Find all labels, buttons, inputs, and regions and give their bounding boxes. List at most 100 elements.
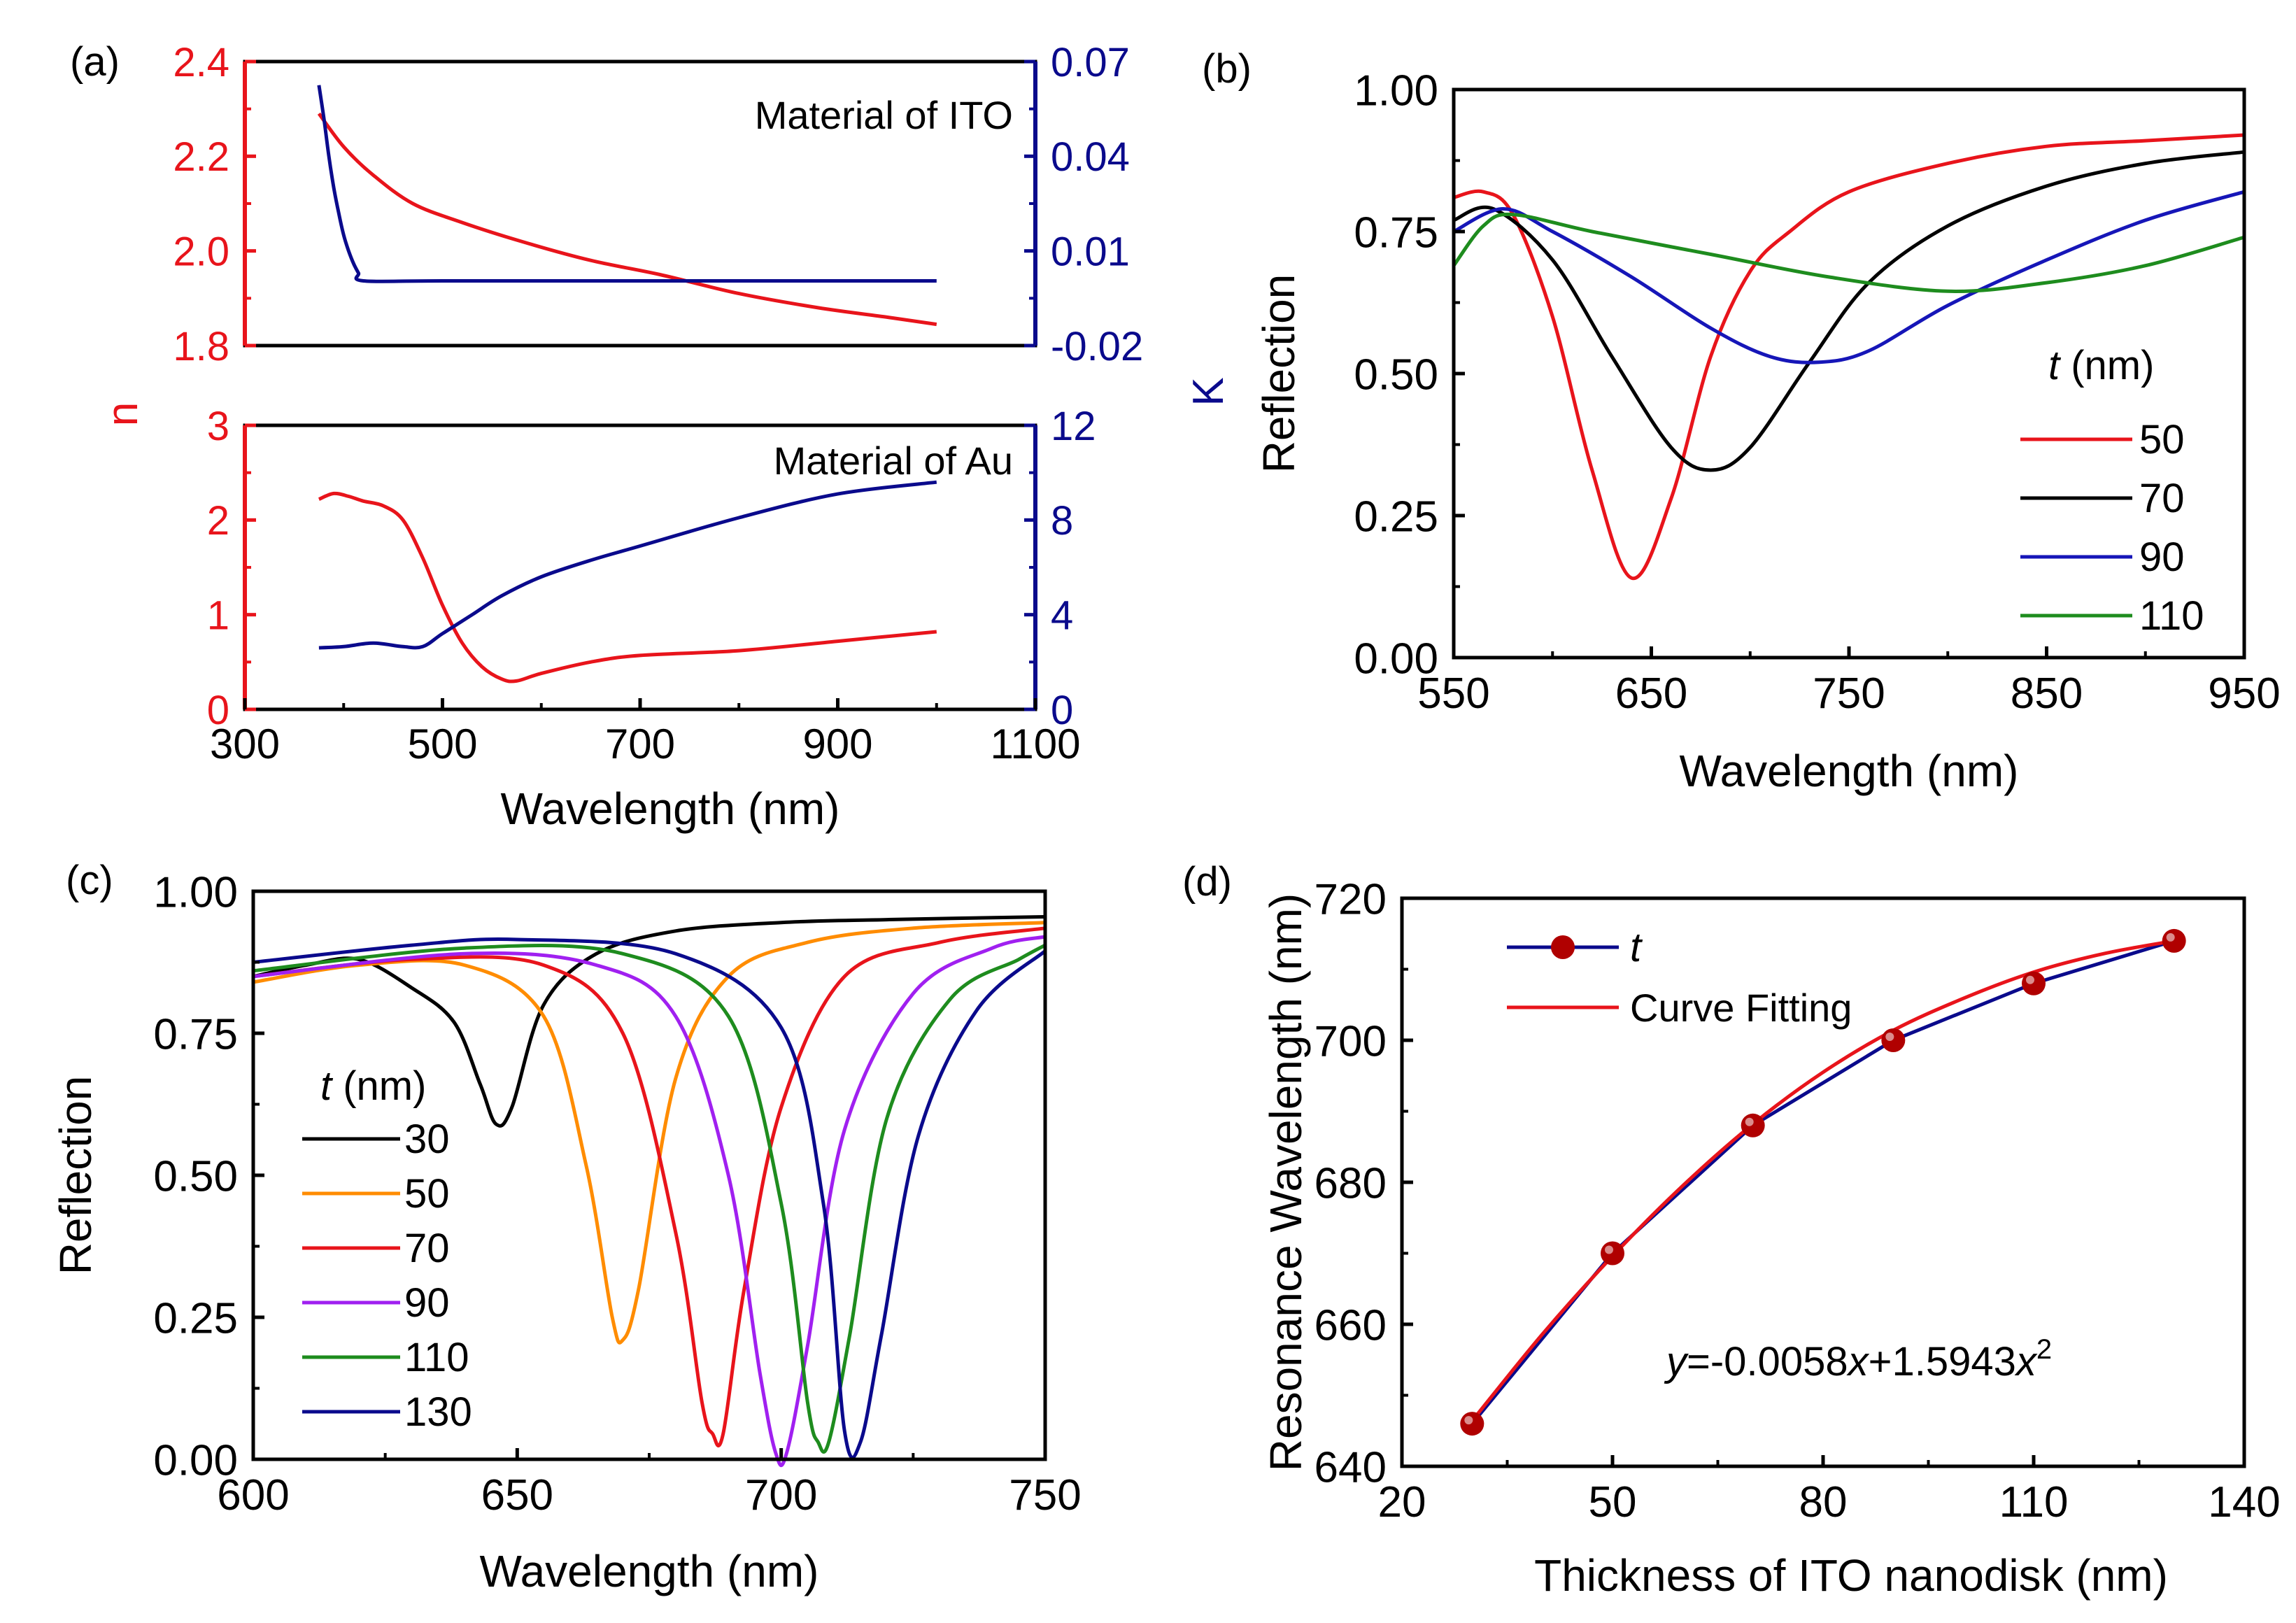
- c-x-tick-label-750: 750: [1009, 1471, 1081, 1519]
- a-x-tick-label-900: 900: [802, 721, 872, 767]
- c-legend-label-50: 50: [404, 1171, 450, 1217]
- ito-annotation: Material of ITO: [755, 93, 1013, 137]
- a-right-ylabel: K: [1184, 377, 1233, 406]
- d-point-70: [1741, 1113, 1765, 1137]
- d-fit-curve: [1471, 939, 2175, 1422]
- b-legend-label-110: 110: [2139, 593, 2204, 639]
- b-legend-label-50: 50: [2139, 417, 2185, 462]
- a-x-tick-label-1100: 1100: [990, 721, 1080, 767]
- c-ticks: 0.00 0.25 0.50 0.75 1.00 600 650 700 750: [153, 868, 1081, 1519]
- au-left-tick-label-1: 1: [207, 593, 229, 639]
- ito-subplot: 1.8 2.0 2.2 2.4 -0.02 0.01 0.04 0.07 Material o…: [173, 40, 1143, 369]
- au-K-line: [318, 480, 937, 650]
- b-y-tick-label-1.00: 1.00: [1354, 66, 1438, 115]
- d-legend-points-label: t: [1630, 925, 1643, 970]
- c-legend-label-130: 130: [404, 1389, 472, 1435]
- au-left-tick-label-2: 2: [207, 498, 229, 544]
- d-x-tick-label-50: 50: [1589, 1478, 1637, 1526]
- c-series-130: [253, 937, 1047, 1459]
- c-legend-title: t (nm): [320, 1063, 426, 1109]
- b-y-tick-label-0.00: 0.00: [1354, 635, 1438, 683]
- d-x-tick-label-20: 20: [1378, 1478, 1426, 1526]
- a-x-tick-label-700: 700: [605, 721, 675, 767]
- d-y-tick-label-700: 700: [1314, 1017, 1387, 1065]
- d-ticks: 640 660 680 700 720 20 50 80 110 140: [1314, 875, 2281, 1526]
- c-x-tick-label-600: 600: [217, 1471, 289, 1519]
- c-legend-label-110: 110: [404, 1335, 469, 1380]
- a-xlabel: Wavelength (nm): [501, 784, 840, 834]
- b-y-tick-label-0.50: 0.50: [1354, 350, 1438, 399]
- d-equation: y=-0.0058x+1.5943x2: [1664, 1334, 2052, 1384]
- b-x-tick-label-550: 550: [1417, 669, 1489, 718]
- b-series-90: [1452, 190, 2245, 364]
- d-y-tick-label-680: 680: [1314, 1159, 1387, 1207]
- d-point-highlight: [2026, 975, 2034, 984]
- c-legend-label-90: 90: [404, 1280, 450, 1326]
- b-lines: [1452, 133, 2245, 581]
- d-point-50: [1601, 1241, 1624, 1266]
- panel-label-c: (c): [66, 858, 113, 903]
- au-right-tick-label-4: 4: [1051, 593, 1073, 639]
- c-x-tick-label-700: 700: [745, 1471, 817, 1519]
- b-legend-label-90: 90: [2139, 534, 2185, 580]
- d-point-highlight: [2166, 933, 2175, 942]
- b-ticks: 0.00 0.25 0.50 0.75 1.00 550 650 750 850 950: [1354, 66, 2280, 718]
- ito-right-tick-label--0.02: -0.02: [1051, 324, 1143, 369]
- b-x-tick-label-750: 750: [1813, 669, 1885, 718]
- c-y-tick-label-0.00: 0.00: [153, 1436, 238, 1484]
- panel-c: (c) 0.00 0.25 0.50 0.75 1.00 600 650 700 750 t (…: [50, 858, 1082, 1596]
- ito-left-tick-label-2.2: 2.2: [173, 134, 229, 180]
- c-series-90: [253, 935, 1046, 1468]
- d-y-tick-label-720: 720: [1314, 875, 1387, 923]
- d-point-highlight: [1464, 1416, 1473, 1425]
- au-right-tick-label-12: 12: [1051, 404, 1096, 449]
- panel-a: (a) 1.8 2.0 2.2 2.4 -0.02 0.01 0.04 0.07 Materi…: [70, 39, 1233, 834]
- d-x-tick-label-80: 80: [1799, 1478, 1848, 1526]
- d-point-130: [2162, 928, 2186, 953]
- c-series-30: [253, 915, 1046, 1128]
- b-series-110: [1452, 212, 2245, 293]
- d-y-tick-label-660: 660: [1314, 1301, 1387, 1349]
- d-point-highlight: [1745, 1117, 1754, 1126]
- ito-left-tick-label-2.4: 2.4: [173, 40, 229, 85]
- ito-K-line: [317, 85, 937, 283]
- c-y-tick-label-0.75: 0.75: [153, 1010, 238, 1058]
- b-y-tick-label-0.25: 0.25: [1354, 492, 1438, 541]
- c-x-tick-label-650: 650: [481, 1471, 553, 1519]
- ito-lines: [317, 85, 937, 327]
- c-plot-frame: [251, 889, 1047, 1461]
- au-right-tick-label-8: 8: [1051, 498, 1073, 544]
- ito-left-tick-label-1.8: 1.8: [173, 324, 229, 369]
- d-legend-fit-label: Curve Fitting: [1630, 986, 1852, 1030]
- ito-right-tick-label-0.04: 0.04: [1051, 134, 1130, 180]
- d-point-90: [1881, 1028, 1906, 1052]
- d-x-tick-label-110: 110: [1999, 1478, 2069, 1526]
- panel-label-a: (a): [70, 39, 120, 85]
- b-legend: t (nm) 50 70 90 110: [2020, 343, 2204, 639]
- au-right-tick-label-0: 0: [1051, 688, 1073, 733]
- c-y-tick-label-1.00: 1.00: [153, 868, 238, 916]
- b-ylabel: Reflection: [1254, 274, 1304, 474]
- au-annotation: Material of Au: [774, 439, 1013, 483]
- b-legend-label-70: 70: [2139, 476, 2185, 521]
- c-xlabel: Wavelength (nm): [480, 1546, 819, 1596]
- b-xlabel: Wavelength (nm): [1680, 746, 2019, 796]
- panel-label-b: (b): [1202, 46, 1252, 92]
- b-x-tick-label-650: 650: [1615, 669, 1687, 718]
- c-series-70: [253, 926, 1046, 1447]
- d-point-highlight: [1605, 1245, 1613, 1254]
- c-legend-label-30: 30: [404, 1117, 450, 1162]
- c-legend-label-70: 70: [404, 1226, 450, 1271]
- d-x-tick-label-140: 140: [2208, 1478, 2280, 1526]
- c-y-tick-label-0.50: 0.50: [153, 1152, 238, 1200]
- ito-n-line: [317, 112, 937, 327]
- a-x-tick-label-500: 500: [407, 721, 477, 767]
- d-ylabel: Resonance Wavelength (nm): [1261, 893, 1311, 1471]
- b-x-tick-label-850: 850: [2011, 669, 2083, 718]
- a-left-ylabel: n: [99, 402, 147, 426]
- d-legend-marker: [1551, 935, 1575, 959]
